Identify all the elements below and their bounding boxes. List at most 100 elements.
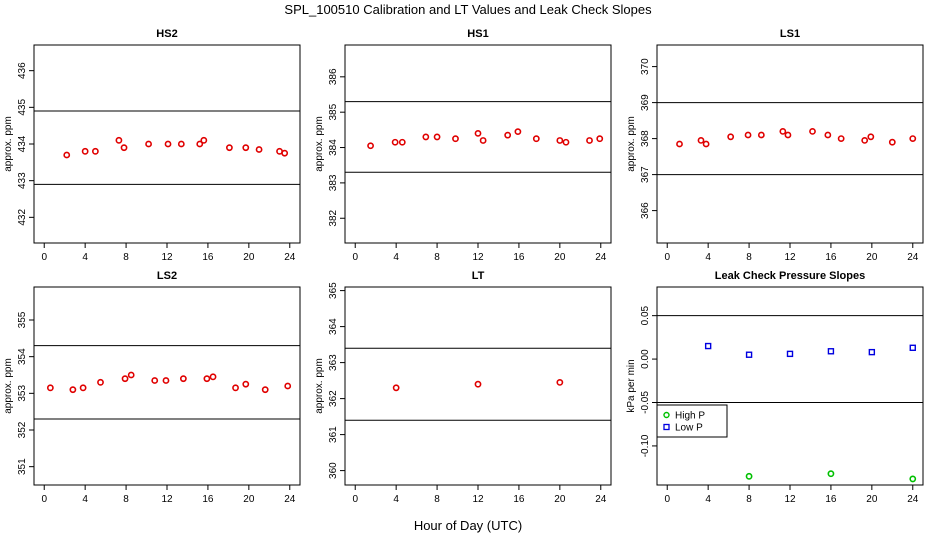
data-point (779, 127, 787, 135)
data-point (556, 378, 564, 386)
panel-6: Leak Check Pressure Slopes kPa per min 0 4 8… (626, 270, 924, 505)
y-axis-label: approx. ppm (3, 116, 14, 172)
data-point (281, 149, 289, 157)
data-point (596, 135, 604, 143)
y-tick-label: 383 (328, 174, 339, 191)
data-point (744, 131, 752, 139)
data-point (727, 133, 735, 141)
data-point (452, 135, 459, 143)
y-tick-label: 366 (640, 202, 651, 219)
x-tick-label: 8 (123, 252, 129, 263)
data-point (514, 128, 522, 136)
data-point (391, 138, 399, 146)
x-tick-label: 24 (907, 252, 919, 263)
x-tick-label: 16 (513, 494, 525, 505)
data-point (676, 140, 683, 148)
x-tick-label: 8 (123, 494, 129, 505)
plot-frame (33, 44, 301, 244)
data-point (909, 475, 917, 483)
x-tick-label: 0 (41, 494, 47, 505)
panel-5: LT approx. ppm 0 4 8 12 16 20 24 360 361 362 363 364 3… (314, 270, 612, 505)
data-point (827, 470, 835, 478)
data-point (556, 137, 564, 144)
panel-2: HS1 approx. ppm 0 4 8 12 16 20 24 382 383 384 385 386 (314, 28, 612, 263)
x-tick-label: 4 (82, 252, 88, 263)
x-axis-title: Hour of Day (UTC) (413, 518, 523, 533)
data-point (745, 472, 753, 480)
data-point (504, 131, 512, 139)
data-point (809, 127, 816, 135)
data-point (861, 136, 869, 144)
data-point (586, 137, 593, 144)
data-point (827, 348, 835, 355)
x-tick-label: 20 (243, 252, 255, 263)
y-axis-label: approx. ppm (314, 358, 325, 414)
x-tick-label: 12 (472, 494, 484, 505)
data-point (203, 375, 211, 383)
data-point (284, 382, 292, 390)
x-tick-label: 4 (393, 252, 399, 263)
data-point (164, 140, 172, 148)
x-tick-label: 8 (434, 494, 440, 505)
y-tick-label: 385 (328, 103, 339, 120)
data-point (121, 375, 129, 383)
x-tick-label: 8 (746, 494, 752, 505)
data-point (888, 138, 896, 146)
legend-marker (663, 423, 670, 431)
plot-frame (344, 286, 612, 486)
data-point (474, 380, 482, 388)
y-axis-label: approx. ppm (626, 116, 637, 172)
panel-4: LS2 approx. ppm 0 4 8 12 16 20 24 351 352 353 354 355 (3, 270, 301, 505)
data-point (422, 133, 430, 141)
x-tick-label: 24 (595, 252, 607, 263)
y-tick-label: 355 (17, 311, 28, 328)
y-tick-label: 368 (640, 130, 651, 147)
y-tick-label: 433 (17, 172, 28, 189)
y-tick-label: 365 (328, 282, 339, 299)
data-point (474, 129, 482, 137)
y-tick-label: 353 (17, 385, 28, 402)
x-tick-label: 16 (825, 494, 837, 505)
data-point (398, 138, 406, 146)
x-tick-label: 24 (907, 494, 919, 505)
y-tick-label: 436 (17, 62, 28, 79)
data-point (162, 377, 170, 384)
y-tick-label: 351 (17, 458, 28, 475)
data-point (69, 386, 77, 394)
plot-frame (344, 44, 612, 244)
y-tick-label: 360 (328, 462, 339, 479)
data-point (702, 140, 710, 148)
x-tick-label: 20 (554, 494, 566, 505)
data-point (532, 135, 540, 143)
data-point (120, 144, 128, 152)
y-tick-label: -0.10 (640, 434, 651, 457)
data-point (255, 146, 263, 153)
x-tick-label: 24 (284, 494, 296, 505)
data-point (177, 140, 185, 148)
data-point (232, 384, 239, 392)
y-tick-label: 362 (328, 390, 339, 407)
data-point (81, 147, 89, 155)
x-tick-label: 0 (41, 252, 47, 263)
panel-title: LT (472, 270, 485, 282)
y-tick-label: 354 (17, 348, 28, 365)
x-tick-label: 4 (705, 252, 711, 263)
y-tick-label: 369 (640, 94, 651, 111)
x-tick-label: 20 (554, 252, 566, 263)
data-point (479, 137, 487, 144)
data-point (824, 131, 832, 139)
data-point (209, 373, 217, 381)
data-point (786, 350, 794, 358)
y-tick-label: 434 (17, 135, 28, 152)
legend-label: High P (675, 411, 705, 422)
x-tick-label: 12 (161, 252, 173, 263)
x-tick-label: 16 (825, 252, 837, 263)
legend-label: Low P (675, 423, 703, 434)
data-point (392, 384, 400, 392)
x-tick-label: 12 (784, 252, 796, 263)
x-tick-label: 4 (705, 494, 711, 505)
data-point (91, 147, 99, 155)
data-point (909, 344, 916, 351)
x-tick-label: 24 (595, 494, 607, 505)
